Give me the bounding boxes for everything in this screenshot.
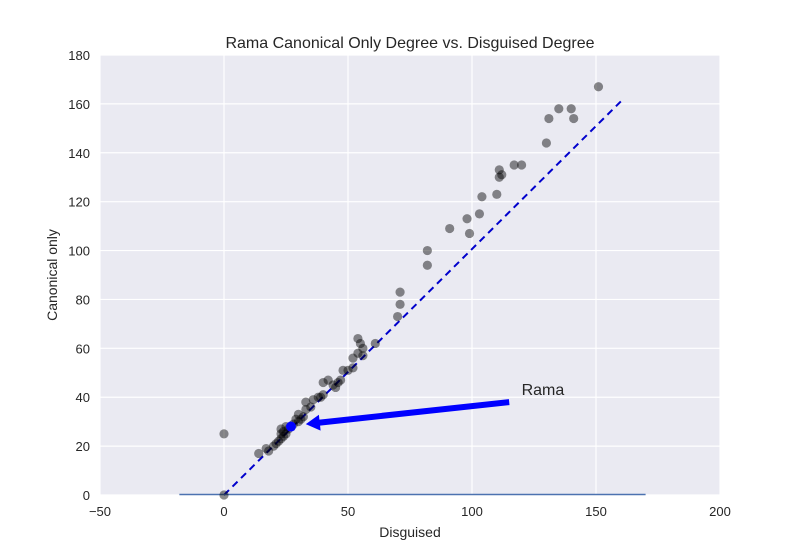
y-tick-label: 20	[76, 439, 90, 454]
data-point	[269, 441, 279, 451]
data-point	[554, 104, 564, 114]
data-point	[343, 365, 353, 375]
data-point	[353, 348, 363, 358]
annotation-label: Rama	[522, 382, 565, 399]
data-point	[291, 414, 301, 424]
data-point	[264, 446, 274, 456]
reference-line-layer	[179, 100, 646, 496]
data-point	[566, 104, 576, 114]
y-tick-label: 40	[76, 390, 90, 405]
x-tick-label: 100	[461, 504, 483, 519]
data-point	[569, 113, 579, 124]
data-point	[395, 287, 405, 297]
data-point	[276, 429, 286, 439]
data-point	[316, 392, 326, 402]
data-point	[462, 214, 472, 224]
data-point	[333, 377, 343, 388]
data-point	[348, 353, 358, 363]
data-point	[593, 82, 604, 92]
data-point	[474, 209, 485, 219]
grid	[99, 54, 721, 496]
data-point	[323, 375, 333, 385]
x-tick-label: 50	[341, 504, 355, 519]
data-point	[355, 338, 365, 349]
data-point	[358, 343, 368, 353]
data-point	[358, 351, 368, 361]
data-point	[306, 402, 316, 412]
data-point	[541, 138, 552, 148]
y-tick-label: 180	[68, 48, 90, 63]
y-tick-label: 120	[68, 195, 90, 210]
data-point	[276, 424, 286, 434]
x-tick-label: 150	[585, 504, 607, 519]
x-axis-label: Disguised	[379, 524, 440, 540]
data-point	[296, 414, 306, 424]
data-point	[273, 436, 284, 446]
data-point	[219, 429, 229, 439]
data-point	[517, 160, 527, 170]
data-point	[301, 397, 311, 407]
data-point	[278, 426, 289, 437]
data-point	[338, 365, 348, 375]
data-point	[293, 409, 303, 419]
data-point	[331, 382, 341, 393]
chart-title: Rama Canonical Only Degree vs. Disguised…	[225, 35, 594, 52]
data-point	[509, 160, 519, 170]
data-point	[393, 311, 403, 322]
data-point	[313, 392, 323, 402]
data-point	[353, 333, 363, 344]
data-point	[544, 113, 554, 124]
data-point	[445, 223, 455, 234]
data-point	[318, 390, 328, 400]
data-point	[422, 260, 432, 270]
data-point	[370, 338, 380, 349]
data-point	[278, 431, 289, 441]
data-point	[494, 172, 504, 182]
data-point	[348, 363, 358, 373]
data-point	[276, 434, 286, 444]
data-point	[271, 439, 281, 449]
data-point	[395, 299, 405, 309]
y-tick-label: 80	[76, 292, 90, 307]
data-point	[318, 377, 328, 388]
x-tick-label: −50	[89, 504, 111, 519]
data-point	[328, 380, 338, 390]
x-tick-label: 200	[709, 504, 731, 519]
data-point	[308, 395, 318, 405]
y-tick-label: 60	[76, 341, 90, 356]
x-tick-label: 0	[220, 504, 227, 519]
y-tick-label: 0	[83, 488, 90, 503]
data-point	[293, 417, 303, 427]
data-point	[464, 228, 475, 239]
points-layer	[219, 82, 604, 500]
data-point	[298, 412, 308, 422]
highlight-point	[285, 421, 296, 432]
annotation-arrow	[305, 399, 510, 431]
annotation-layer: Rama	[305, 382, 565, 431]
data-point	[335, 375, 346, 385]
data-point	[492, 189, 502, 199]
data-point	[281, 429, 291, 439]
data-point	[261, 443, 271, 454]
y-axis-label: Canonical only	[44, 229, 60, 321]
data-point	[301, 404, 311, 415]
y-tick-label: 140	[68, 146, 90, 161]
y-tick-label: 160	[68, 97, 90, 112]
y-tick-label: 100	[68, 244, 90, 259]
data-point	[422, 245, 432, 256]
reference-line	[223, 100, 622, 496]
data-point	[254, 448, 264, 459]
data-point	[219, 490, 229, 500]
data-point	[477, 192, 487, 202]
data-point	[494, 165, 504, 175]
data-point	[497, 170, 507, 180]
plot-background	[100, 55, 720, 495]
